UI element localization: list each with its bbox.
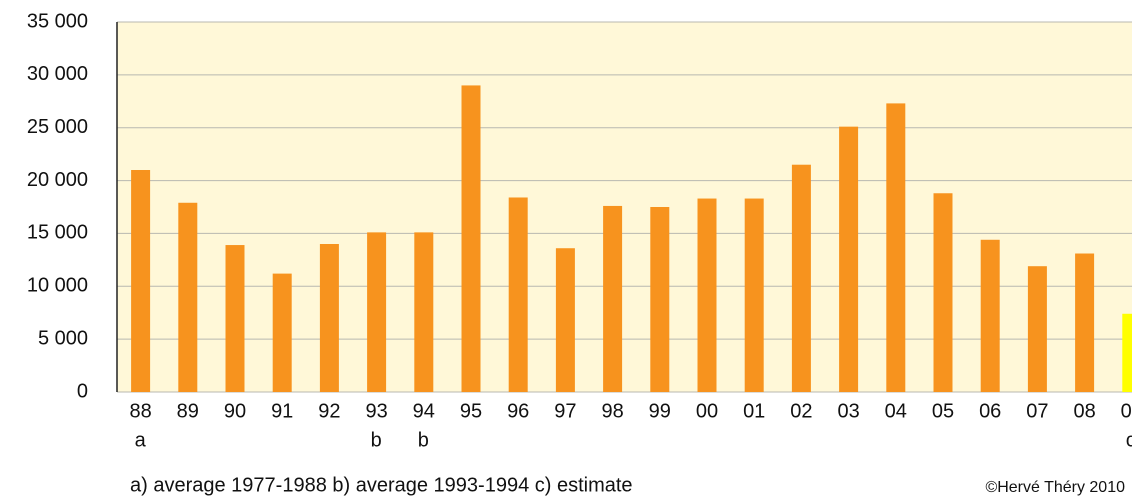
bar <box>367 232 387 392</box>
x-tick-label: 88 <box>129 400 151 422</box>
bar <box>1027 266 1047 392</box>
x-tick-label: 09 <box>1121 400 1132 422</box>
y-tick-label: 30 000 <box>27 63 88 85</box>
x-tick-label: 96 <box>507 400 529 422</box>
bar <box>225 245 245 392</box>
bar <box>603 205 623 392</box>
credit: ©Hervé Théry 2010 <box>985 479 1125 496</box>
y-tick-label: 20 000 <box>27 169 88 191</box>
y-tick-label: 0 <box>77 380 88 402</box>
bar <box>461 85 481 392</box>
y-tick-label: 5 000 <box>38 327 88 349</box>
x-tick-label: 93 <box>365 400 387 422</box>
bar <box>178 202 198 392</box>
bar <box>744 198 764 392</box>
plot-area <box>117 22 1132 392</box>
x-tick-label: 02 <box>790 400 812 422</box>
x-tick-label: 94 <box>413 400 435 422</box>
bar <box>319 244 339 392</box>
x-tick-label: 00 <box>696 400 718 422</box>
bar <box>650 207 670 392</box>
bar <box>839 126 859 393</box>
bar <box>555 248 575 392</box>
bar <box>414 232 434 392</box>
y-tick-label: 15 000 <box>27 222 88 244</box>
bar <box>1075 253 1095 392</box>
x-tick-label: 08 <box>1073 400 1095 422</box>
x-tick-label: 89 <box>177 400 199 422</box>
y-tick-label: 25 000 <box>27 116 88 138</box>
bar <box>886 103 906 393</box>
x-tick-label: 91 <box>271 400 293 422</box>
bar <box>933 193 953 392</box>
footnote: a) average 1977-1988 b) average 1993-199… <box>130 474 633 496</box>
category-note: b <box>418 429 429 451</box>
bar <box>1122 313 1132 392</box>
x-tick-label: 06 <box>979 400 1001 422</box>
bar <box>508 197 528 392</box>
bar <box>697 198 717 392</box>
bar <box>272 273 292 392</box>
bar <box>980 239 1000 392</box>
category-note: a <box>135 429 147 451</box>
bar <box>791 164 811 392</box>
bar <box>131 170 151 392</box>
y-tick-label: 10 000 <box>27 275 88 297</box>
category-note: b <box>371 429 382 451</box>
x-tick-label: 03 <box>837 400 859 422</box>
x-tick-label: 90 <box>224 400 246 422</box>
x-tick-label: 97 <box>554 400 576 422</box>
x-tick-label: 04 <box>885 400 907 422</box>
category-note: c <box>1126 429 1132 451</box>
x-tick-label: 92 <box>318 400 340 422</box>
x-tick-label: 99 <box>649 400 671 422</box>
x-tick-label: 95 <box>460 400 482 422</box>
x-tick-label: 98 <box>601 400 623 422</box>
x-tick-label: 05 <box>932 400 954 422</box>
x-tick-label: 01 <box>743 400 765 422</box>
x-tick-label: 07 <box>1026 400 1048 422</box>
y-tick-label: 35 000 <box>27 10 88 32</box>
